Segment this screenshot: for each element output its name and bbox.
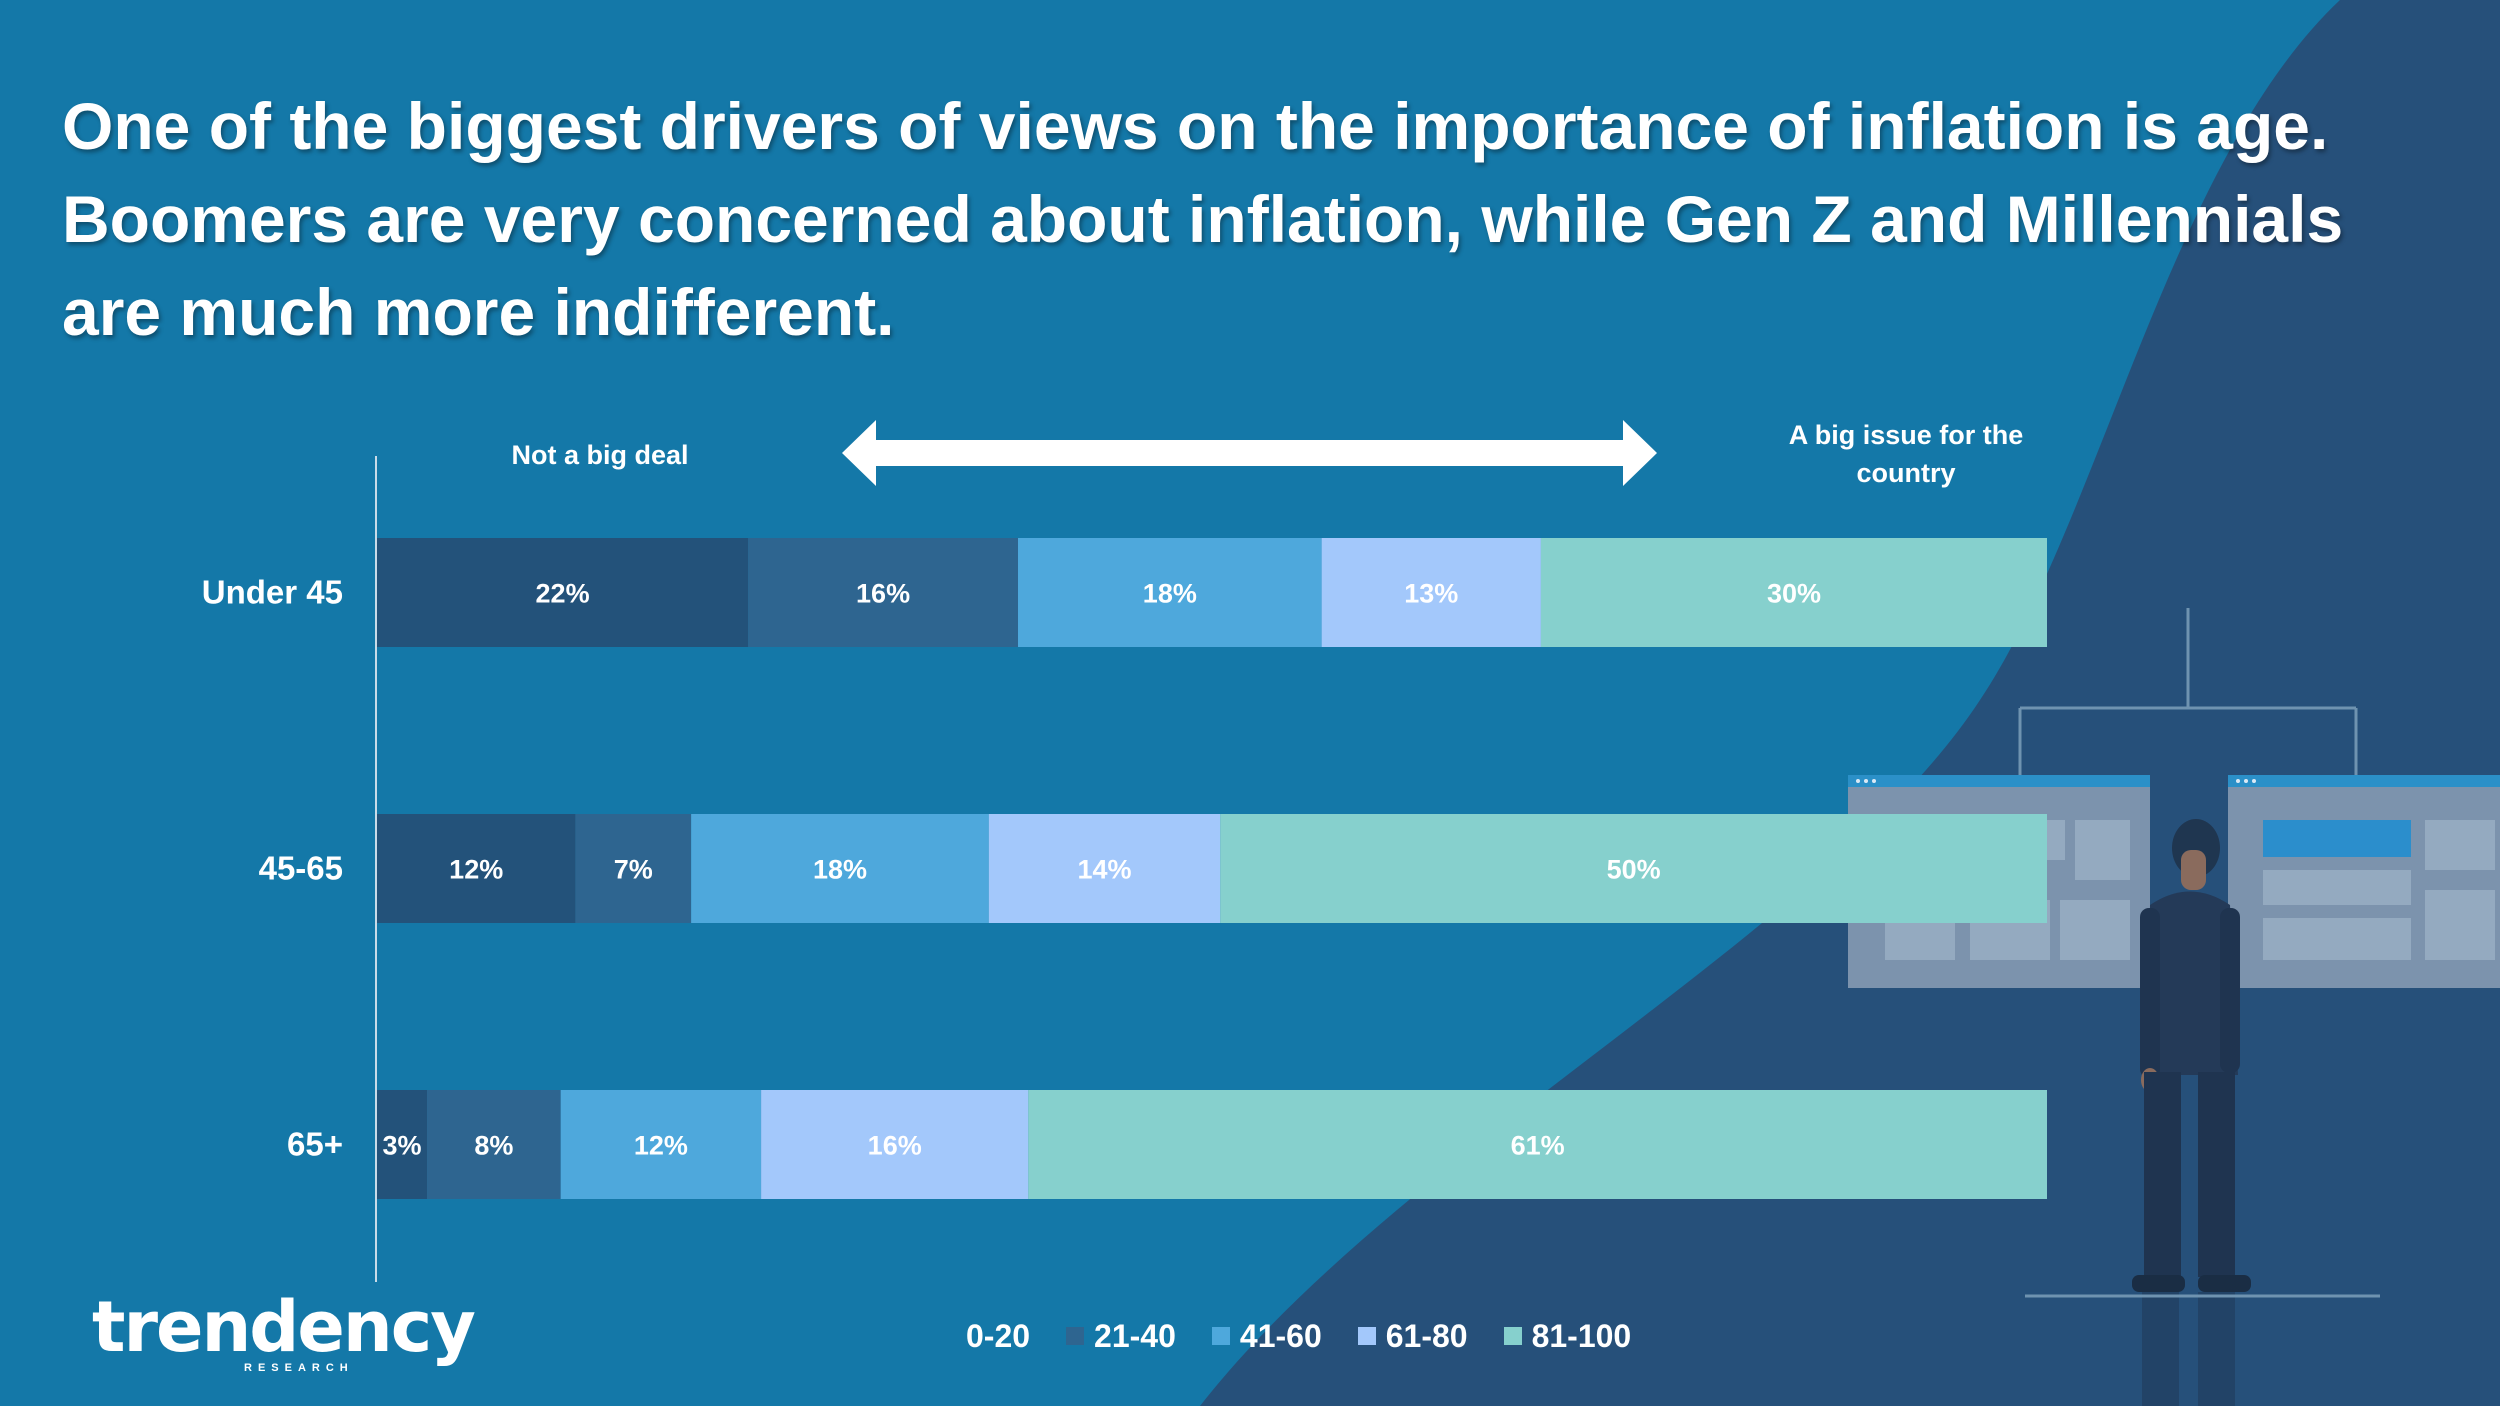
legend-swatch: [1357, 1327, 1376, 1345]
data-label: 16%: [856, 579, 910, 609]
legend-swatch: [1211, 1327, 1230, 1345]
legend-label: 41-60: [1239, 1317, 1322, 1354]
legend-label: 81-100: [1531, 1317, 1632, 1354]
data-label: 12%: [634, 1131, 688, 1161]
data-label: 12%: [449, 855, 503, 885]
legend-label: 61-80: [1385, 1317, 1468, 1354]
data-label: 13%: [1404, 579, 1458, 609]
data-label: 22%: [536, 579, 590, 609]
legend-swatch: [1503, 1327, 1522, 1345]
legend-item: 21-40: [1066, 1318, 1176, 1355]
bar-segment: [427, 1090, 561, 1199]
data-label: 61%: [1511, 1131, 1565, 1161]
category-label: 65+: [287, 1126, 343, 1163]
bar-segment: [1220, 814, 2047, 923]
scale-right-label-line1: A big issue for the: [1788, 420, 2024, 450]
legend-swatch: [1066, 1327, 1085, 1345]
bar-segment: [575, 814, 692, 923]
legend: 0-20 21-40 41-60 61-80 81-100: [966, 1316, 1667, 1356]
legend-label: 21-40: [1094, 1317, 1176, 1354]
scale-left-label: Not a big deal: [511, 440, 689, 470]
data-label: 14%: [1078, 855, 1132, 885]
bar-segment: [1321, 538, 1541, 647]
logo-wordmark: trendency: [92, 1286, 476, 1368]
data-label: 18%: [813, 855, 867, 885]
category-label: 45-65: [259, 850, 343, 887]
title-line-1: One of the biggest drivers of views on t…: [62, 89, 2329, 163]
bar-segment: [1540, 538, 2047, 647]
legend-item: 41-60: [1211, 1317, 1322, 1355]
bar-segment: [377, 814, 576, 923]
person-figure: [2132, 819, 2251, 1406]
legend-item: 0-20: [966, 1318, 1030, 1355]
bar-segment: [377, 1090, 428, 1199]
window-panel-right: [2228, 775, 2500, 988]
page-title: One of the biggest drivers of views on t…: [62, 80, 2462, 359]
data-label: 50%: [1607, 855, 1661, 885]
bar-segment: [560, 1090, 762, 1199]
legend-label: 0-20: [966, 1317, 1031, 1354]
illustration: [2018, 608, 2358, 775]
legend-item: 61-80: [1357, 1317, 1468, 1355]
bar-segment: [988, 814, 1221, 923]
data-label: 8%: [474, 1131, 513, 1161]
data-label: 18%: [1143, 579, 1197, 609]
bar-segment: [761, 1090, 1029, 1199]
data-label: 30%: [1767, 579, 1821, 609]
legend-item: 81-100: [1503, 1317, 1632, 1355]
trendency-logo: trendency RESEARCH: [92, 1286, 476, 1386]
bar-segment: [377, 538, 749, 647]
scale-right-label: A big issue for the country: [1756, 416, 2056, 492]
bar-segment: [691, 814, 989, 923]
category-label: Under 45: [202, 574, 343, 611]
bar-segment: [1028, 1090, 2047, 1199]
data-label: 7%: [614, 855, 653, 885]
title-line-3: are much more indifferent.: [62, 275, 895, 349]
data-label: 3%: [383, 1131, 422, 1161]
scale-double-arrow: [842, 420, 1657, 486]
title-line-2: Boomers are very concerned about inflati…: [62, 182, 2344, 256]
bar-segment: [1018, 538, 1322, 647]
bar-segment: [748, 538, 1019, 647]
logo-subtitle: RESEARCH: [244, 1362, 354, 1374]
scale-right-label-line2: country: [1856, 458, 1956, 488]
data-label: 16%: [868, 1131, 922, 1161]
